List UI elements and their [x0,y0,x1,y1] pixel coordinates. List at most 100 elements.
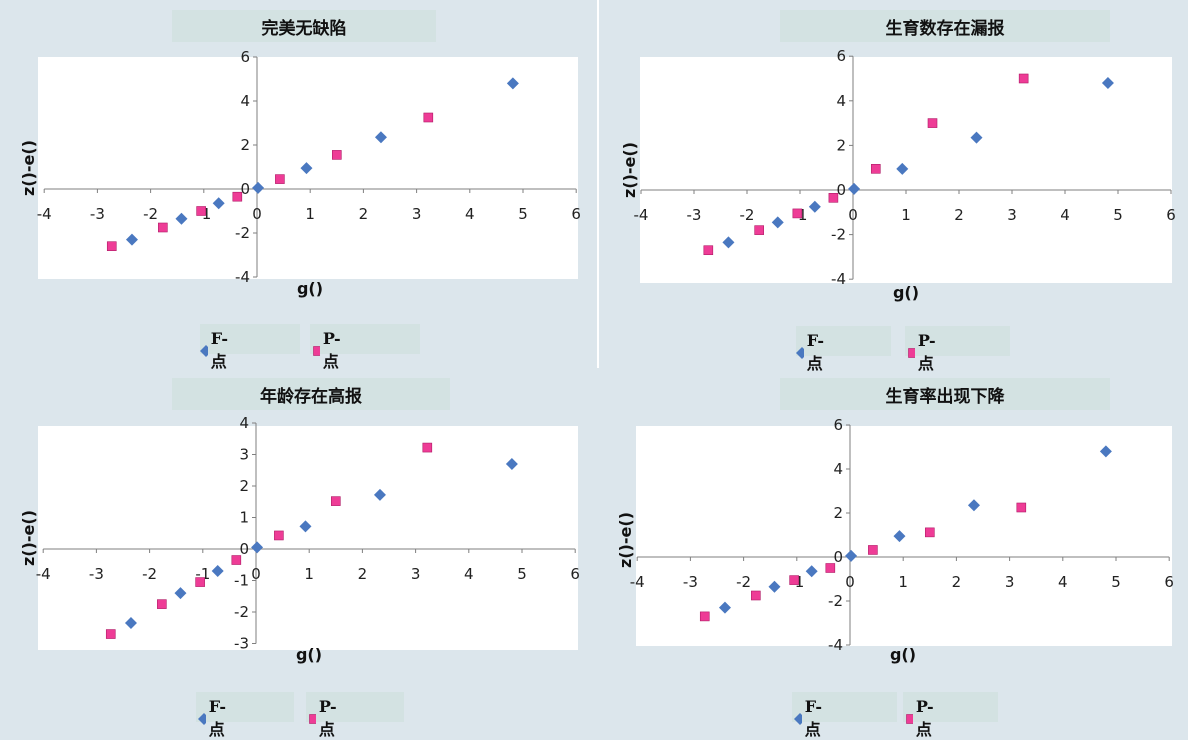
y-tick-label: -2 [828,592,843,610]
f-point-marker [1101,76,1114,89]
legend-item-p: P-点 [907,331,940,374]
p-point-marker [751,590,761,601]
f-point-marker [299,520,312,533]
x-tick-label: 0 [252,205,262,223]
p-point-marker [927,118,938,128]
legend-label: P-点 [915,697,934,739]
p-point-marker [331,150,342,160]
x-tick-label: 3 [1005,573,1015,591]
y-tick-label: -4 [235,268,250,286]
x-tick-label: 3 [412,205,422,223]
legend-marker-square-icon [906,713,913,724]
p-point-marker [754,225,764,235]
chart-title: 生育率出现下降 [780,378,1110,410]
x-tick-label: 5 [1113,206,1123,224]
y-tick-label: -3 [234,635,249,653]
x-tick-label: 4 [465,205,475,223]
f-point-marker [373,488,386,501]
x-tick-label: 4 [1058,573,1068,591]
x-tick-label: 1 [304,565,314,583]
y-tick-label: 0 [836,181,846,199]
y-axis-label: z()-e() [19,140,38,196]
x-tick-label: -4 [36,565,51,583]
x-tick-label: -4 [630,573,645,591]
f-point-marker [808,200,821,213]
legend-item-f: F-点 [794,697,826,740]
x-tick-label: 0 [251,565,261,583]
y-tick-label: 0 [239,540,249,558]
x-tick-label: 5 [517,565,527,583]
y-tick-label: -2 [235,224,250,242]
x-tick-label: -3 [90,205,105,223]
p-point-marker [231,555,242,565]
p-point-marker [1016,502,1027,513]
y-tick-label: 0 [833,548,843,566]
f-point-marker [768,580,781,593]
x-tick-label: -3 [89,565,104,583]
f-point-marker [211,565,224,578]
x-tick-label: 2 [954,206,964,224]
x-axis-label: g() [296,645,322,664]
x-tick-label: -3 [687,206,702,224]
f-point-marker [252,181,265,194]
x-tick-label: 4 [1060,206,1070,224]
x-tick-label: 1 [901,206,911,224]
y-tick-label: 4 [239,414,249,432]
p-point-marker [924,527,935,538]
chart-title: 年龄存在高报 [172,378,450,410]
x-tick-label: -2 [143,205,158,223]
x-tick-label: -2 [142,565,157,583]
f-point-marker [212,197,225,210]
legend-item-f: F-点 [796,331,828,374]
y-tick-label: 2 [239,477,249,495]
p-point-marker [158,222,168,233]
y-tick-label: 0 [240,180,250,198]
p-point-marker [789,575,799,585]
f-point-marker [124,617,137,630]
legend-background [310,324,420,354]
p-point-marker [828,193,839,203]
x-axis-label: g() [893,283,919,302]
legend-background [196,692,294,722]
y-tick-label: 1 [239,509,249,527]
legend-background [905,326,1010,356]
x-tick-label: -2 [736,573,751,591]
x-tick-label: 3 [411,565,421,583]
x-tick-label: -4 [37,205,52,223]
f-point-marker [505,457,518,470]
legend-marker-square-icon [313,345,320,356]
legend-marker-diamond-icon [200,344,208,357]
y-axis-label: z()-e() [620,142,639,198]
p-point-marker [232,191,243,202]
y-tick-label: -4 [828,636,843,654]
y-tick-label: 6 [836,47,846,65]
legend-background [796,326,891,356]
x-axis-label: g() [297,279,323,298]
x-tick-label: 5 [1111,573,1121,591]
legend-label: P-点 [322,329,341,371]
f-point-marker [251,541,264,554]
p-point-marker [274,530,284,541]
p-point-marker [275,174,285,184]
p-point-marker [422,442,433,453]
x-tick-label: 2 [952,573,962,591]
p-point-marker [330,496,341,506]
y-tick-label: 6 [240,48,250,66]
p-point-marker [106,241,117,251]
x-axis-label: g() [890,645,916,664]
y-tick-label: 6 [833,416,843,434]
p-point-marker [703,245,714,256]
legend-label: F-点 [804,697,823,739]
f-point-marker [848,182,861,195]
plot-area [38,426,578,650]
p-point-marker [699,611,710,622]
chart-title: 完美无缺陷 [172,10,436,42]
x-tick-label: 5 [518,205,528,223]
y-tick-label: 4 [833,460,843,478]
f-point-marker [771,216,784,229]
x-tick-label: 6 [1164,573,1174,591]
p-point-marker [196,206,206,216]
